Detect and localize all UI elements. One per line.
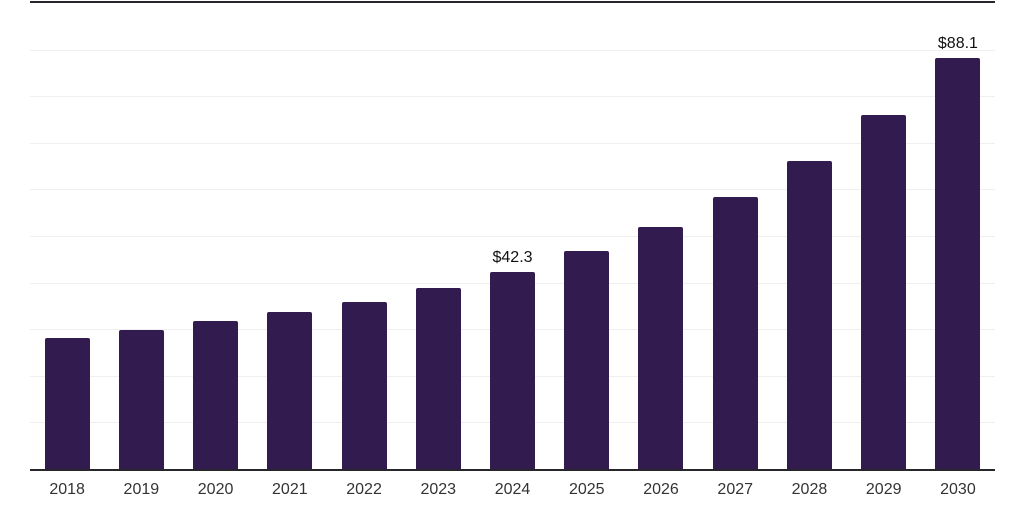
gridline [30, 236, 995, 237]
bar-2026 [638, 227, 684, 469]
bar-2019 [118, 330, 164, 469]
gridline [30, 96, 995, 98]
gridline [30, 142, 995, 144]
bar-slot [550, 3, 624, 469]
bar-2030: $88.1 [935, 36, 981, 469]
x-axis-label: 2018 [49, 481, 85, 498]
bar-slot [847, 3, 921, 469]
bar-2028 [786, 160, 832, 469]
bar-slot [104, 3, 178, 469]
bar-slot [253, 3, 327, 469]
x-axis-label: 2030 [940, 481, 976, 498]
x-axis-label: 2019 [123, 481, 160, 498]
x-axis-labels: 2018 2019 2020 2021 2022 2023 2024 2025 2026 2027… [30, 482, 995, 498]
bar-2029 [861, 115, 907, 469]
x-axis-label: 2023 [420, 481, 457, 498]
bar-slot [772, 3, 846, 469]
x-axis-label: 2027 [717, 481, 754, 498]
x-axis-label: 2020 [197, 481, 234, 498]
bar-2023 [415, 288, 461, 469]
x-axis-label: 2026 [643, 481, 679, 498]
x-axis-label: 2029 [865, 481, 902, 498]
gridline [30, 49, 995, 51]
bar-slot: $42.3 [475, 3, 549, 469]
x-axis-label: 2028 [791, 481, 828, 498]
bar-2024: $42.3 [490, 249, 536, 469]
bar-slot [698, 3, 772, 469]
x-axis-label: 2021 [272, 481, 308, 498]
bars-row: $42.3 $88.1 [30, 3, 995, 469]
bar-2025 [564, 250, 610, 469]
bar-slot [30, 3, 104, 469]
bar-slot [327, 3, 401, 469]
bar-slot: $88.1 [921, 3, 995, 469]
gridline [30, 189, 995, 191]
bar-2020 [193, 321, 239, 469]
bar-value-label: $88.1 [937, 35, 978, 53]
x-axis-label: 2022 [346, 481, 382, 498]
plot-area: $42.3 $88.1 [30, 1, 995, 471]
bar-2021 [267, 312, 313, 469]
bar-value-label: $42.3 [492, 248, 533, 266]
bar-slot [178, 3, 252, 469]
bar-2027 [712, 197, 758, 469]
x-axis-label: 2025 [568, 481, 605, 498]
bar-2018 [44, 338, 90, 469]
x-axis-label: 2024 [494, 481, 531, 498]
bar-slot [401, 3, 475, 469]
bar-slot [624, 3, 698, 469]
bar-2022 [341, 301, 387, 469]
